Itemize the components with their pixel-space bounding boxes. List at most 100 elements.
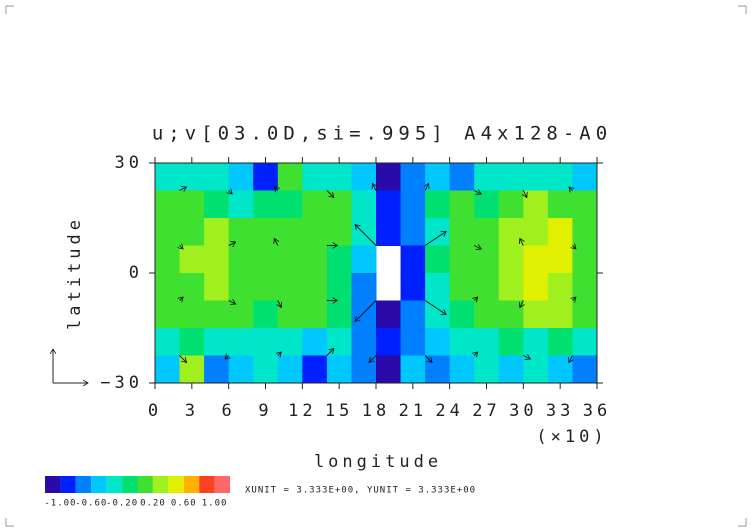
field-cell	[523, 245, 549, 274]
y-tick-label: 30	[115, 153, 143, 173]
chart-title: u;v[03.0D,si=.995] A4x128-A0	[152, 123, 612, 145]
field-cell	[449, 355, 475, 384]
y-tick-label: 0	[129, 263, 143, 283]
field-cell	[326, 300, 352, 329]
field-cell	[277, 218, 303, 246]
field-cell	[425, 190, 451, 219]
field-cell	[425, 245, 451, 274]
vector-arrow	[274, 187, 278, 191]
vector-arrow	[326, 349, 334, 356]
field-cell	[204, 245, 230, 274]
field-cell	[326, 163, 352, 191]
field-cell	[523, 273, 549, 301]
field-cell	[547, 300, 573, 329]
field-cell	[547, 218, 573, 246]
field-cell	[204, 355, 230, 384]
field-cell	[302, 163, 328, 191]
field-cell	[474, 355, 500, 384]
colorbar-box	[183, 476, 200, 493]
field-cell	[400, 328, 426, 356]
field-cell	[204, 190, 230, 219]
field-cell	[228, 218, 254, 246]
field-cell	[326, 355, 352, 384]
field-cell	[253, 245, 279, 274]
field-cell	[204, 163, 230, 191]
vector-arrow	[229, 191, 233, 195]
colorbar-box	[152, 476, 169, 493]
field-cell	[400, 163, 426, 191]
field-cell	[277, 273, 303, 301]
field-cell	[228, 245, 254, 274]
field-cell	[155, 245, 181, 274]
field-cell	[228, 300, 254, 329]
field-cell	[155, 355, 181, 384]
field-cell	[523, 328, 549, 356]
colorbar-box	[60, 476, 76, 493]
y-axis-label: latitude	[65, 216, 85, 330]
colorbar-tick-label: 0.20	[140, 499, 166, 509]
field-cell	[376, 328, 402, 356]
field-cell	[228, 328, 254, 356]
field-cell	[400, 190, 426, 219]
field-cell	[155, 328, 181, 356]
field-cell	[498, 190, 524, 219]
vector-arrow	[373, 184, 377, 191]
field-cell	[351, 273, 377, 301]
x-tick-label: 30	[509, 401, 537, 421]
field-cell	[277, 245, 303, 274]
field-cell	[228, 163, 254, 191]
y-tick-label: −30	[100, 373, 143, 393]
field-cell	[474, 245, 500, 274]
vector-arrow	[274, 239, 278, 246]
field-cell	[302, 300, 328, 329]
field-cell	[179, 190, 205, 219]
field-cell	[376, 190, 402, 219]
field-cell	[547, 355, 573, 384]
field-cell	[572, 300, 598, 329]
field-cell	[523, 218, 549, 246]
colorbar-tick-label: 1.00	[202, 499, 228, 509]
field-cell	[523, 355, 549, 384]
field-cell	[326, 273, 352, 301]
x-tick-label: 33	[546, 401, 574, 421]
vector-arrow	[572, 246, 576, 250]
field-cell	[400, 245, 426, 274]
field-cell	[253, 355, 279, 384]
field-cell	[253, 273, 279, 301]
vector-arrow	[424, 300, 446, 315]
x-tick-label: 6	[222, 401, 236, 421]
vector-arrow	[523, 356, 530, 360]
field-cell	[425, 300, 451, 329]
field-cell	[449, 245, 475, 274]
vector-arrow	[355, 225, 377, 246]
field-cell	[400, 273, 426, 301]
field-cell	[498, 218, 524, 246]
field-cell	[474, 328, 500, 356]
colorbar-box	[45, 476, 61, 493]
field-cell	[204, 218, 230, 246]
field-cell	[547, 328, 573, 356]
vector-arrow	[326, 190, 334, 198]
field-cell	[277, 163, 303, 191]
colorbar-box	[168, 476, 184, 493]
field-cell	[474, 163, 500, 191]
vector-arrow	[572, 297, 576, 301]
field-cell	[400, 355, 426, 384]
field-cell	[204, 328, 230, 356]
vector-arrow	[278, 300, 282, 308]
vector-arrow	[228, 242, 236, 246]
field-cell	[155, 218, 181, 246]
field-cell	[253, 300, 279, 329]
colorbar: -1.00-0.60-0.20 0.20 0.60 1.00	[44, 476, 230, 509]
x-tick-label: 36	[583, 401, 611, 421]
field-cell	[302, 218, 328, 246]
field-cell	[449, 190, 475, 219]
field-cell	[523, 300, 549, 329]
x-tick-label: 3	[185, 401, 199, 421]
field-cell	[179, 273, 205, 301]
field-cell	[474, 218, 500, 246]
field-cell	[253, 163, 279, 191]
colorbar-box	[199, 476, 215, 493]
field-cell	[302, 190, 328, 219]
